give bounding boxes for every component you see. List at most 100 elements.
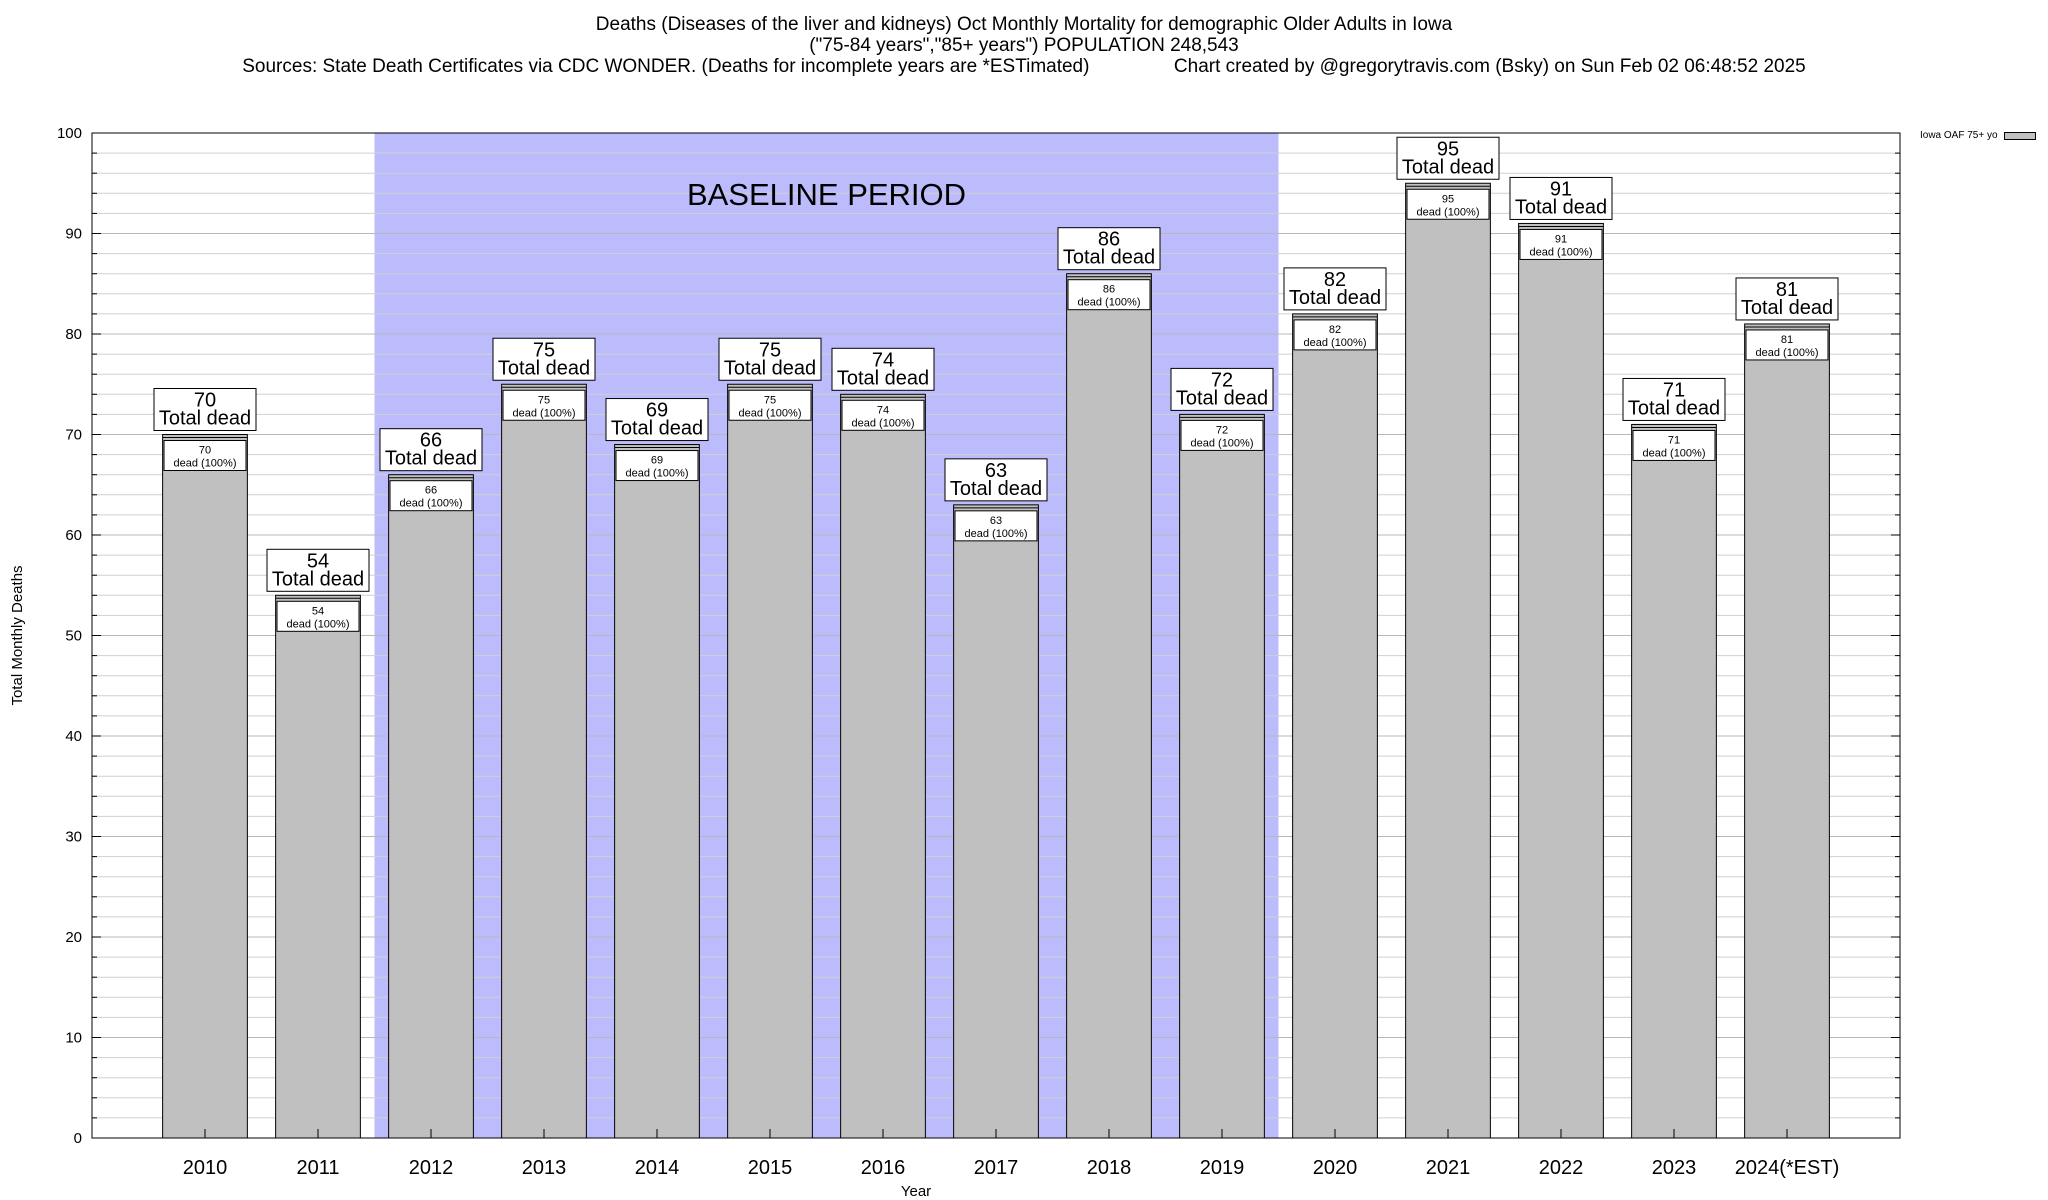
bar-top-label-box [1509, 176, 1613, 220]
bar-top-value: 69 [646, 400, 668, 422]
bar-top-value: 95 [1437, 138, 1459, 160]
bar [1405, 182, 1491, 1139]
bar [1179, 413, 1265, 1139]
x-tick-label: 2023 [1652, 1157, 1697, 1179]
bar-inner-value: 66 [425, 485, 437, 497]
bar-top-value: 54 [307, 550, 329, 572]
bar [840, 393, 926, 1139]
bar-inner-label-box [1293, 319, 1377, 351]
bar-inner-value: 91 [1555, 233, 1567, 245]
y-tick-label: 60 [65, 527, 82, 544]
bar-inner-value: 63 [990, 515, 1002, 527]
bar-top-suffix: Total dead [1515, 196, 1607, 218]
bar-inner-suffix: dead (100%) [513, 407, 576, 419]
bar-inner-label-box [502, 389, 586, 421]
bar-top-label-box [153, 388, 257, 431]
bar-inner-value: 70 [199, 445, 211, 457]
bar-inner-suffix: dead (100%) [1417, 206, 1480, 218]
bar-top-label-box [1283, 267, 1387, 311]
bar-inner-label-box [1180, 419, 1264, 451]
y-tick-label: 0 [74, 1130, 82, 1147]
x-tick-label: 2021 [1426, 1157, 1471, 1179]
bar-top-label-box [944, 458, 1048, 502]
bar-top-value: 66 [420, 430, 442, 452]
x-axis-label: Year [901, 1183, 931, 1200]
bar-top-label-box [1735, 277, 1839, 321]
bar [1066, 273, 1152, 1139]
bar-top-suffix: Total dead [1628, 397, 1720, 419]
chart-legend: Iowa OAF 75+ yo [1920, 130, 2036, 141]
x-tick-label: 2014 [635, 1157, 680, 1179]
x-tick-label: 2010 [183, 1157, 228, 1179]
bar-inner-label-box [1067, 279, 1151, 311]
y-tick-label: 80 [65, 326, 82, 343]
bar-inner-label-box [841, 399, 925, 431]
bar-top-value: 81 [1776, 279, 1798, 301]
bar-top-label-box [1170, 367, 1274, 411]
x-tick-label: 2016 [861, 1157, 906, 1179]
y-tick-label: 70 [65, 427, 82, 444]
bar-top-suffix: Total dead [1176, 387, 1268, 409]
bar-top-label-box [492, 337, 596, 381]
y-tick-label: 50 [65, 628, 82, 645]
bar-inner-label-box [615, 450, 699, 482]
bar-top-value: 75 [759, 339, 781, 361]
legend-label: Iowa OAF 75+ yo [1920, 130, 1998, 141]
bar-inner-label-box [163, 440, 247, 471]
bar-inner-label-box [1519, 228, 1603, 260]
bar-top-suffix: Total dead [611, 418, 703, 440]
bar-inner-suffix: dead (100%) [174, 458, 237, 470]
bar-inner-suffix: dead (100%) [1530, 246, 1593, 258]
bar-inner-label-box [1632, 429, 1716, 461]
x-tick-label: 2011 [296, 1157, 339, 1179]
bar-inner-suffix: dead (100%) [739, 407, 802, 419]
bar-inner-value: 95 [1442, 193, 1454, 205]
bar-inner-label-box [389, 480, 473, 512]
bar [501, 383, 587, 1139]
bar-top-suffix: Total dead [1063, 247, 1155, 269]
bar [388, 474, 474, 1139]
bar-inner-suffix: dead (100%) [1756, 347, 1819, 359]
bar-inner-label-box [1745, 329, 1829, 361]
bar-top-suffix: Total dead [159, 408, 251, 430]
y-axis-label: Total Monthly Deaths [9, 565, 26, 705]
bar-top-suffix: Total dead [1289, 287, 1381, 309]
bar-top-value: 86 [1098, 229, 1120, 251]
bar-top-label-box [1622, 377, 1726, 421]
x-tick-label: 2017 [974, 1157, 1019, 1179]
bar-inner-suffix: dead (100%) [626, 468, 689, 480]
y-tick-label: 20 [65, 929, 82, 946]
bar-top-suffix: Total dead [272, 568, 364, 590]
bar-top-label-box [1396, 136, 1500, 180]
y-tick-label: 90 [65, 226, 82, 243]
x-tick-label: 2022 [1539, 1157, 1584, 1179]
bar-inner-value: 54 [312, 605, 324, 617]
chart-title-block: Deaths (Diseases of the liver and kidney… [0, 14, 2048, 77]
bar-top-value: 63 [985, 460, 1007, 482]
bar-inner-suffix: dead (100%) [400, 498, 463, 510]
bar [614, 444, 700, 1139]
bar [727, 383, 813, 1139]
legend-swatch [2003, 131, 2036, 140]
x-tick-label: 2019 [1200, 1157, 1245, 1179]
bar-top-label-box [718, 337, 822, 381]
y-tick-label: 100 [57, 125, 82, 142]
bar-inner-label-box [728, 389, 812, 421]
plot-frame [91, 132, 1901, 1139]
bar-inner-label-box [276, 600, 360, 632]
bar-inner-value: 82 [1329, 324, 1341, 336]
bar-top-value: 91 [1550, 178, 1572, 200]
bar-top-value: 82 [1324, 269, 1346, 291]
chart-source-line: Sources: State Death Certificates via CD… [242, 56, 1806, 77]
bar-top-value: 72 [1211, 369, 1233, 391]
bar-top-value: 75 [533, 339, 555, 361]
bar-top-suffix: Total dead [950, 478, 1042, 500]
bar [953, 504, 1039, 1139]
bar-top-label-box [379, 428, 483, 472]
bar [1631, 423, 1717, 1139]
bar-inner-suffix: dead (100%) [1304, 337, 1367, 349]
x-tick-label: 2024(*EST) [1735, 1157, 1840, 1179]
bar-top-value: 71 [1663, 379, 1685, 401]
bar-inner-label-box [1406, 188, 1490, 220]
